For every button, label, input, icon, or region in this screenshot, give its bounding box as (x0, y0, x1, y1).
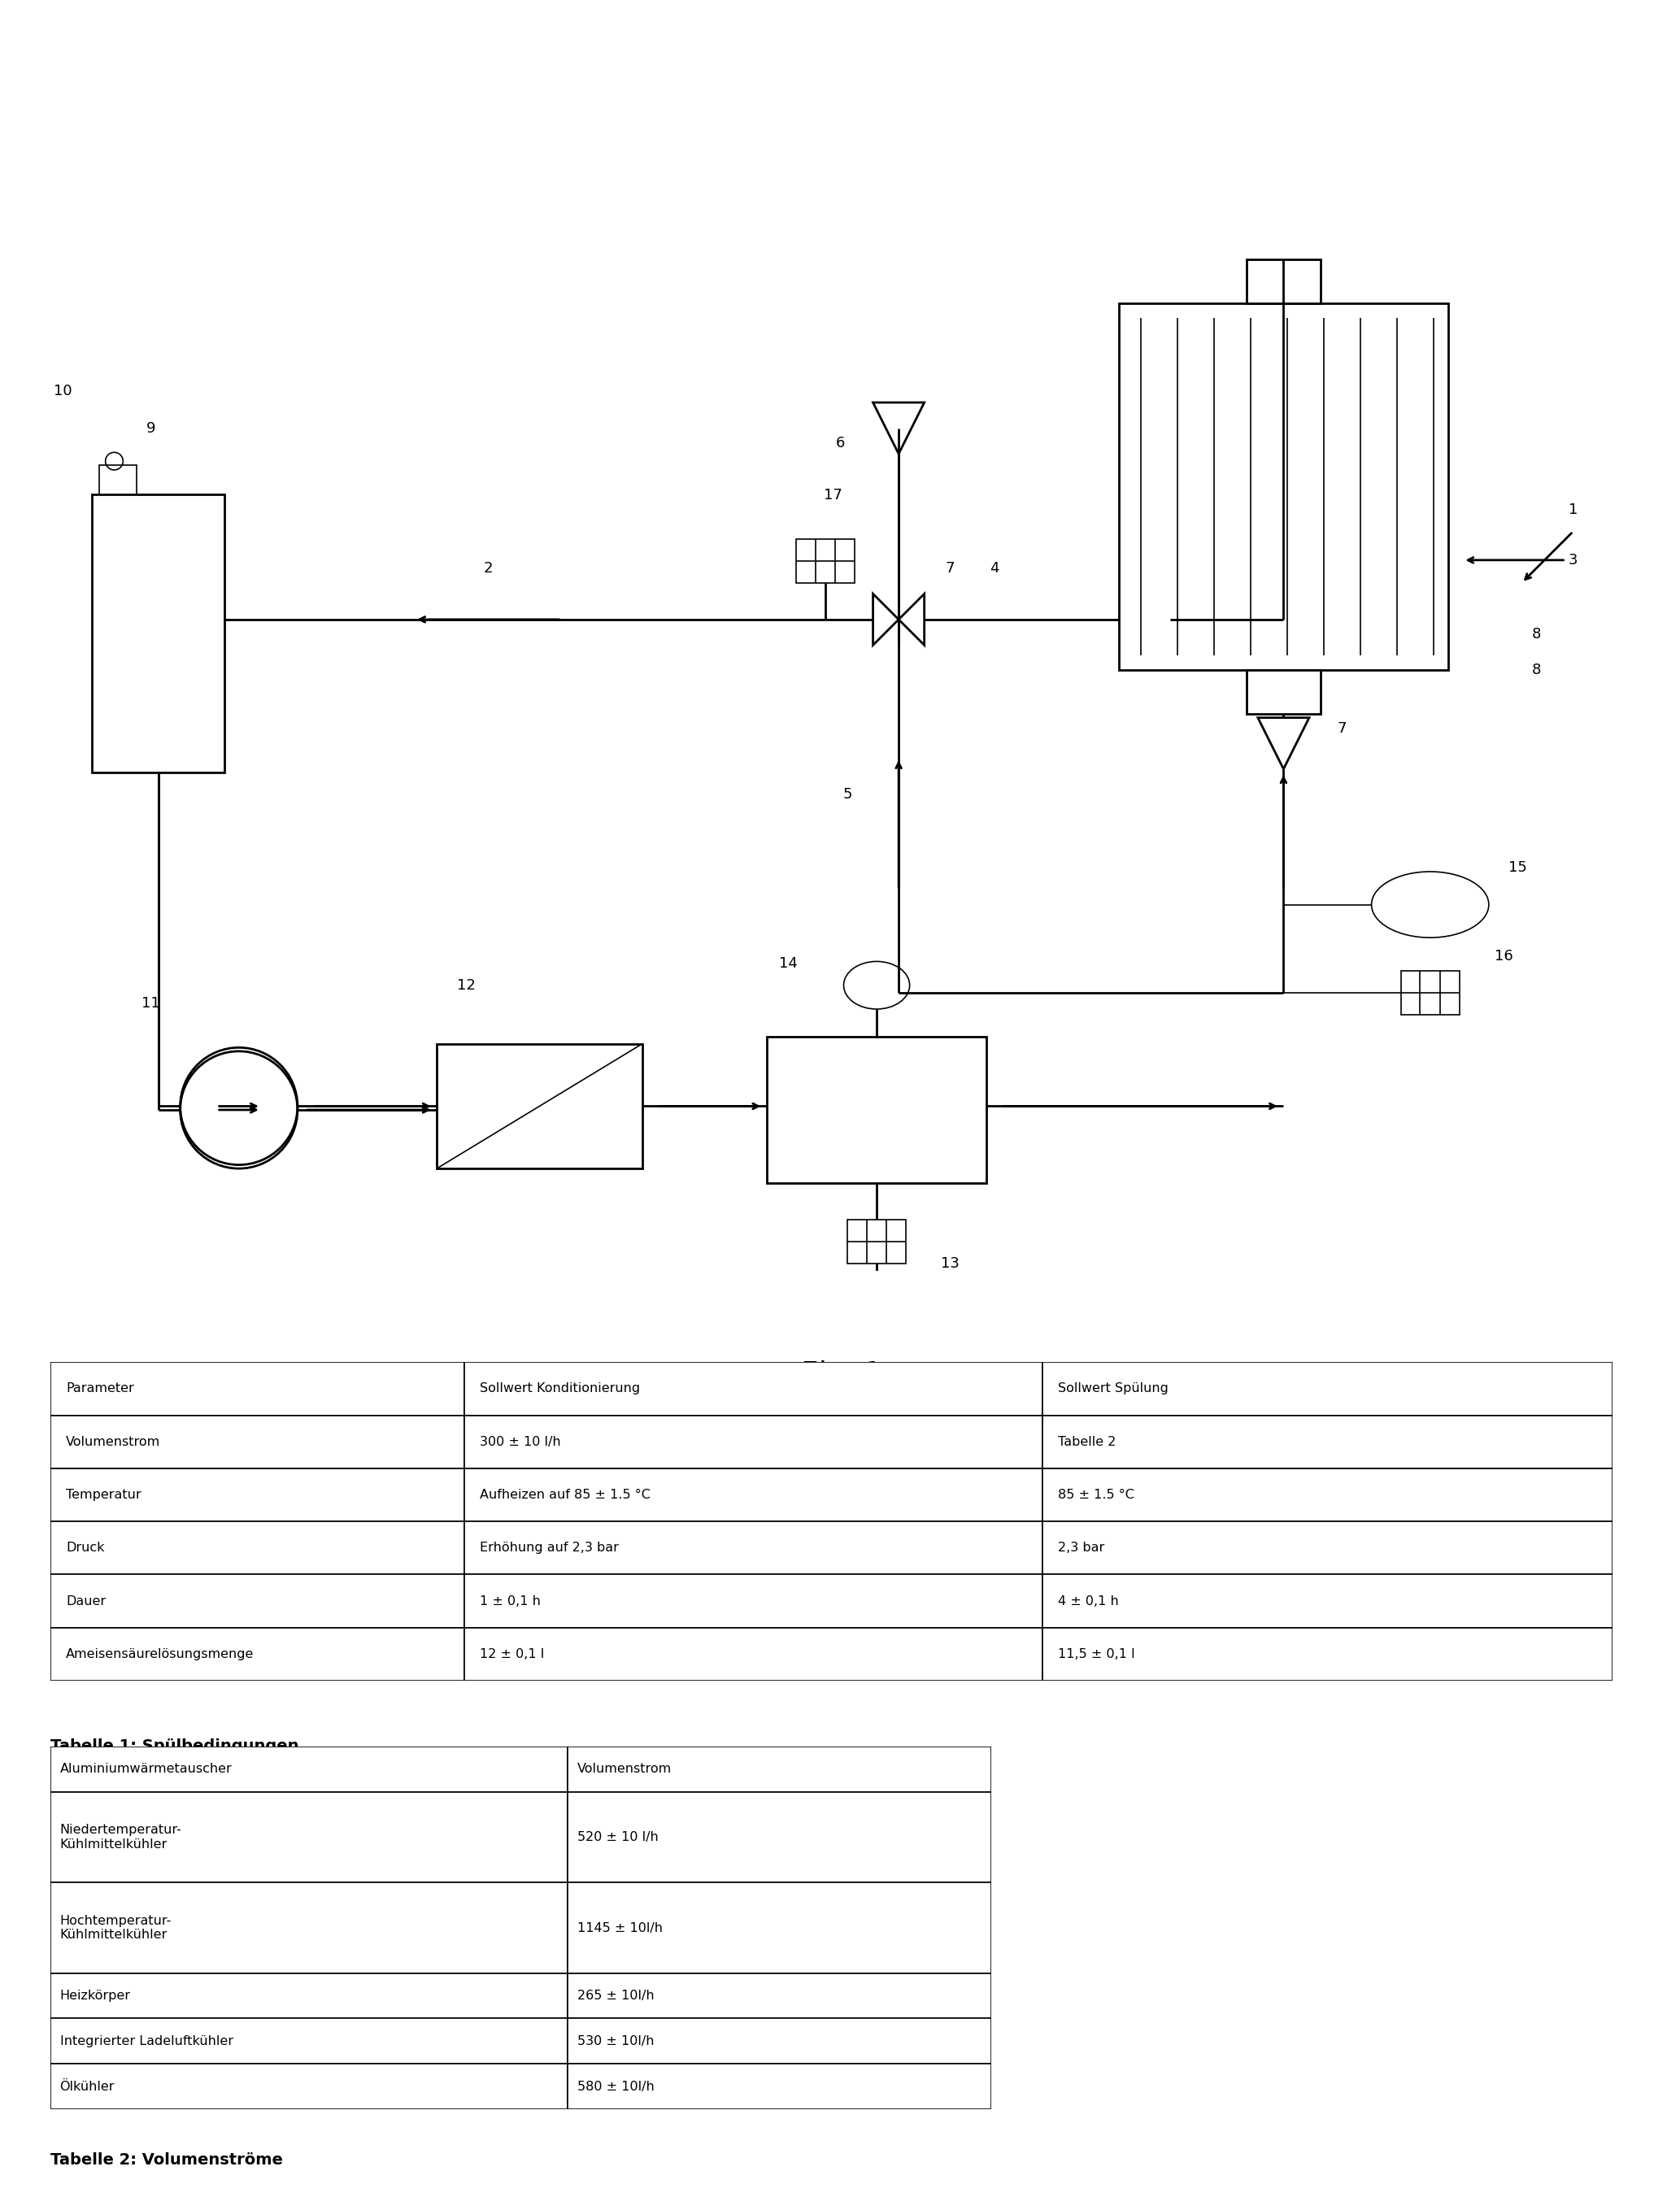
FancyBboxPatch shape (1043, 1468, 1613, 1520)
Text: Ameisensäurelösungsmenge: Ameisensäurelösungsmenge (66, 1648, 254, 1661)
Text: Sollwert Konditionierung: Sollwert Konditionierung (480, 1382, 640, 1395)
Text: 14: 14 (780, 956, 798, 971)
FancyBboxPatch shape (464, 1575, 1043, 1628)
FancyBboxPatch shape (50, 1520, 464, 1575)
Bar (847, 1219, 906, 1263)
FancyBboxPatch shape (50, 1362, 464, 1415)
Text: 530 ± 10l/h: 530 ± 10l/h (578, 2034, 654, 2048)
Bar (847, 1294, 906, 1338)
FancyBboxPatch shape (50, 1415, 464, 1468)
Text: 16: 16 (1494, 949, 1512, 962)
FancyBboxPatch shape (50, 1575, 464, 1628)
Text: Niedertemperatur-
Kühlmittelkühler: Niedertemperatur- Kühlmittelkühler (60, 1824, 181, 1850)
Text: 1 ± 0,1 h: 1 ± 0,1 h (480, 1595, 541, 1608)
Text: Integrierter Ladeluftkühler: Integrierter Ladeluftkühler (60, 2034, 234, 2048)
FancyBboxPatch shape (1043, 1575, 1613, 1628)
FancyBboxPatch shape (464, 1628, 1043, 1681)
FancyBboxPatch shape (568, 1973, 991, 2019)
FancyBboxPatch shape (464, 1362, 1043, 1415)
FancyBboxPatch shape (50, 2019, 568, 2063)
Bar (1119, 303, 1448, 670)
Text: 5: 5 (843, 787, 852, 802)
Text: 7: 7 (1337, 721, 1347, 736)
Text: 2: 2 (484, 560, 492, 576)
FancyBboxPatch shape (568, 1747, 991, 1793)
Text: 17: 17 (823, 488, 842, 503)
Text: Tabelle 2: Volumenströme: Tabelle 2: Volumenströme (50, 2153, 282, 2168)
Text: Aufheizen auf 85 ± 1.5 °C: Aufheizen auf 85 ± 1.5 °C (480, 1490, 650, 1501)
Text: 6: 6 (835, 435, 845, 450)
Text: Parameter: Parameter (66, 1382, 134, 1395)
FancyBboxPatch shape (1043, 1628, 1613, 1681)
Text: Fig. 1: Fig. 1 (800, 1360, 880, 1389)
Bar (1401, 971, 1460, 1015)
Text: Dauer: Dauer (66, 1595, 106, 1608)
Bar (1247, 670, 1320, 714)
FancyBboxPatch shape (464, 1415, 1043, 1468)
FancyBboxPatch shape (1043, 1520, 1613, 1575)
Text: 7: 7 (946, 560, 954, 576)
Bar (796, 538, 855, 582)
Text: 10: 10 (54, 384, 72, 400)
Text: Erhöhung auf 2,3 bar: Erhöhung auf 2,3 bar (480, 1542, 618, 1553)
Text: Sollwert Spülung: Sollwert Spülung (1058, 1382, 1169, 1395)
FancyBboxPatch shape (464, 1520, 1043, 1575)
Bar (92, 494, 223, 773)
Text: 12: 12 (457, 978, 475, 993)
Text: 520 ± 10 l/h: 520 ± 10 l/h (578, 1830, 659, 1843)
Text: 11,5 ± 0,1 l: 11,5 ± 0,1 l (1058, 1648, 1136, 1661)
Text: Aluminiumwärmetauscher: Aluminiumwärmetauscher (60, 1764, 232, 1775)
Text: Volumenstrom: Volumenstrom (66, 1435, 161, 1448)
Text: 1145 ± 10l/h: 1145 ± 10l/h (578, 1922, 662, 1933)
FancyBboxPatch shape (50, 1973, 568, 2019)
FancyBboxPatch shape (50, 1883, 568, 1973)
FancyBboxPatch shape (1043, 1362, 1613, 1415)
Text: 4 ± 0,1 h: 4 ± 0,1 h (1058, 1595, 1119, 1608)
Text: Ölkühler: Ölkühler (60, 2081, 114, 2092)
Bar (99, 466, 136, 494)
Text: 300 ± 10 l/h: 300 ± 10 l/h (480, 1435, 561, 1448)
FancyBboxPatch shape (50, 2063, 568, 2109)
Bar (766, 1037, 986, 1184)
FancyBboxPatch shape (464, 1468, 1043, 1520)
FancyBboxPatch shape (50, 1628, 464, 1681)
Text: 15: 15 (1509, 861, 1527, 874)
FancyBboxPatch shape (568, 1793, 991, 1883)
Text: Temperatur: Temperatur (66, 1490, 141, 1501)
FancyBboxPatch shape (568, 1883, 991, 1973)
Text: 3: 3 (1569, 554, 1578, 567)
FancyBboxPatch shape (568, 2019, 991, 2063)
Text: Druck: Druck (66, 1542, 104, 1553)
Text: 8: 8 (1532, 663, 1541, 677)
Text: 8: 8 (1532, 626, 1541, 642)
Text: 4: 4 (990, 560, 998, 576)
Text: Hochtemperatur-
Kühlmittelkühler: Hochtemperatur- Kühlmittelkühler (60, 1916, 171, 1940)
Text: 12 ± 0,1 l: 12 ± 0,1 l (480, 1648, 544, 1661)
Text: 9: 9 (146, 422, 156, 435)
Text: Tabelle 1: Spülbedingungen: Tabelle 1: Spülbedingungen (50, 1738, 299, 1753)
Text: 11: 11 (141, 995, 160, 1011)
Bar (1247, 259, 1320, 303)
Text: 85 ± 1.5 °C: 85 ± 1.5 °C (1058, 1490, 1134, 1501)
Text: 265 ± 10l/h: 265 ± 10l/h (578, 1990, 654, 2001)
Text: 13: 13 (941, 1257, 959, 1272)
FancyBboxPatch shape (568, 2063, 991, 2109)
Text: 580 ± 10l/h: 580 ± 10l/h (578, 2081, 654, 2092)
Bar (437, 1044, 642, 1169)
FancyBboxPatch shape (1043, 1415, 1613, 1468)
Text: 1: 1 (1569, 503, 1578, 516)
Text: Volumenstrom: Volumenstrom (578, 1764, 672, 1775)
FancyBboxPatch shape (50, 1468, 464, 1520)
FancyBboxPatch shape (50, 1747, 568, 1793)
Text: Tabelle 2: Tabelle 2 (1058, 1435, 1116, 1448)
Text: 2,3 bar: 2,3 bar (1058, 1542, 1105, 1553)
Text: Heizkörper: Heizkörper (60, 1990, 131, 2001)
FancyBboxPatch shape (50, 1793, 568, 1883)
Text: 17: 17 (867, 1382, 885, 1395)
